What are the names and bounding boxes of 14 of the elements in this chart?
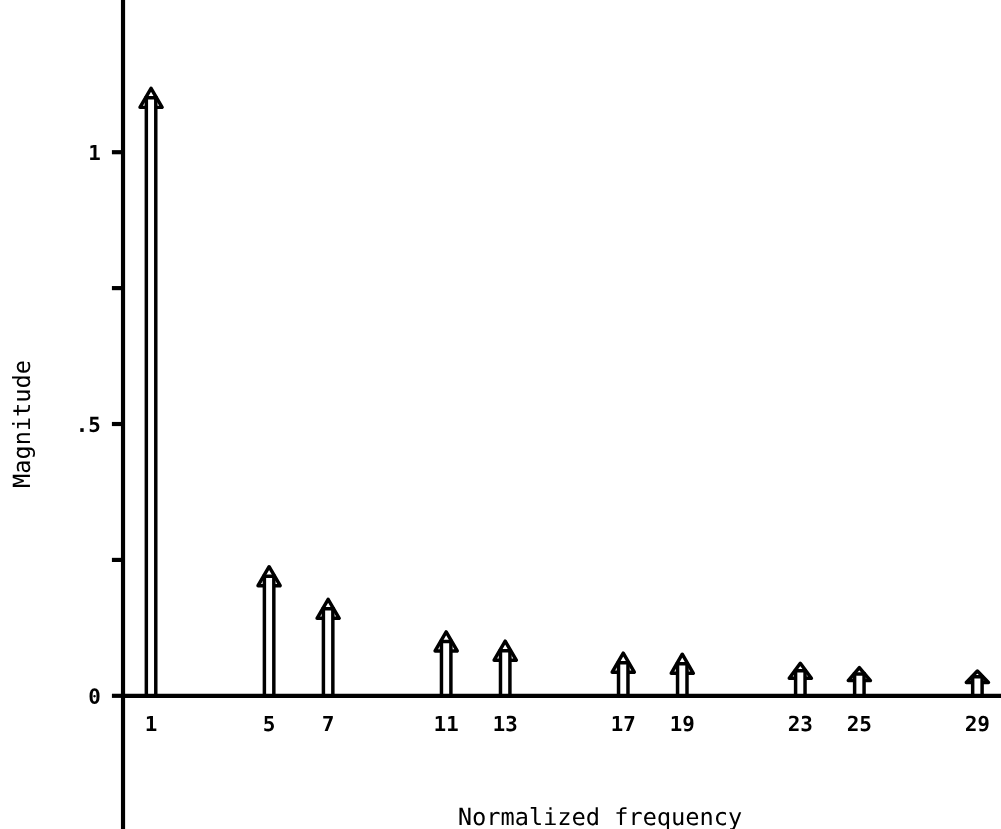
y-tick-label: 0 <box>89 688 100 705</box>
x-tick-label: 7 <box>323 715 333 732</box>
x-tick-label: 17 <box>612 715 635 732</box>
x-tick-label: 19 <box>671 715 694 732</box>
y-axis-title: Magnitude <box>12 361 36 487</box>
x-tick-label: 11 <box>435 715 458 732</box>
x-tick-label: 25 <box>847 715 871 732</box>
y-tick-label: .5 <box>80 416 100 433</box>
x-tick-label: 23 <box>788 715 812 732</box>
x-tick-label: 29 <box>966 715 989 732</box>
x-tick-label: 13 <box>494 715 517 732</box>
y-tick-label: 1 <box>90 144 100 161</box>
x-tick-label: 5 <box>264 715 274 732</box>
x-tick-label: 1 <box>146 715 157 732</box>
